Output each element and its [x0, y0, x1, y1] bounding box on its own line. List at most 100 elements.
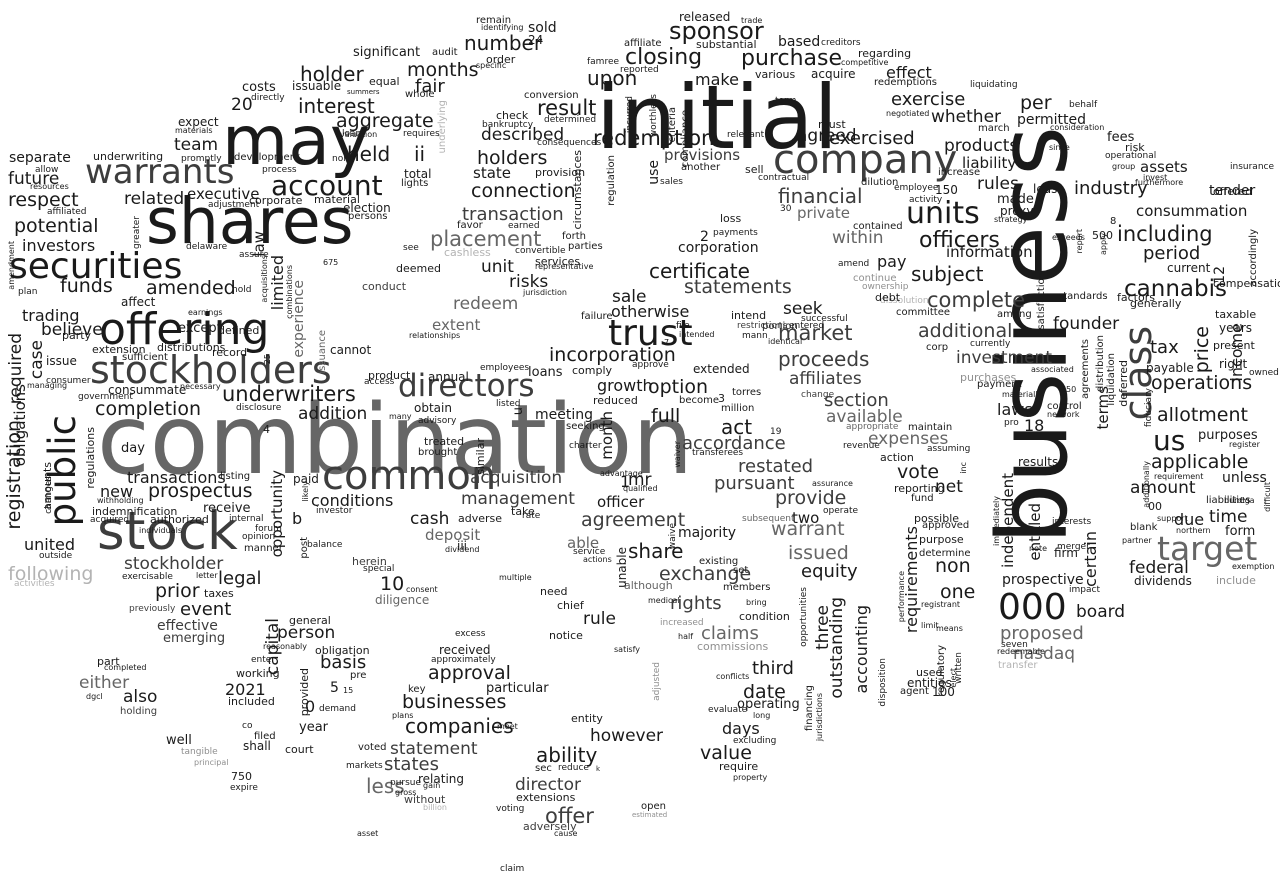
word-behalf: behalf: [1069, 100, 1098, 110]
word-businesses: businesses: [402, 691, 507, 713]
word-person: person: [277, 623, 336, 643]
word-months: months: [407, 59, 479, 81]
word-operating: operating: [737, 697, 800, 712]
word-option: option: [648, 376, 709, 398]
word-laws: laws: [997, 400, 1033, 419]
word-disposition: disposition: [878, 658, 888, 707]
word-greater: greater: [132, 216, 142, 250]
word-dgcl: dgcl: [86, 692, 103, 701]
word-consumer: consumer: [46, 376, 91, 386]
word-value: value: [700, 742, 752, 764]
word-exercised: exercised: [829, 128, 915, 149]
word-merger: merger: [1057, 542, 1090, 552]
word-currently: currently: [970, 339, 1011, 349]
word-northern: northern: [1176, 526, 1211, 535]
word-advisory: advisory: [418, 416, 457, 426]
word-many: many: [389, 412, 412, 421]
word-team: team: [174, 135, 219, 155]
word-30: 30: [780, 204, 792, 214]
word-years: years: [1219, 321, 1253, 335]
word-warrant: warrant: [771, 518, 845, 540]
word-report: report: [1075, 229, 1084, 254]
word-requirement: requirement: [1154, 472, 1204, 481]
word-emerging: emerging: [163, 631, 226, 646]
word-amend: amend: [838, 259, 870, 269]
word-adverse: adverse: [458, 512, 503, 525]
word-obtain: obtain: [414, 401, 452, 415]
word-full: full: [651, 405, 681, 427]
word-regarding: regarding: [858, 47, 912, 60]
word-requires: requires: [403, 129, 440, 139]
word-similar: similar: [474, 438, 487, 475]
word-materially: materially: [1002, 390, 1043, 399]
word-whether: whether: [931, 107, 1002, 127]
word-affect: affect: [121, 295, 156, 309]
word-non: non: [935, 555, 971, 577]
word-agreements: agreements: [1080, 339, 1091, 400]
word-necessary: necessary: [180, 382, 221, 391]
word-identical: identical: [768, 337, 803, 346]
word-delaware: delaware: [186, 242, 228, 252]
word-within: within: [832, 228, 884, 248]
word-various: various: [755, 68, 796, 81]
word-result: result: [537, 96, 597, 120]
word-750: 750: [231, 770, 252, 783]
word-founder: founder: [1053, 314, 1120, 334]
word-liability: liability: [962, 154, 1017, 172]
word-part: part: [97, 655, 120, 668]
word-present: present: [1213, 339, 1255, 352]
word-act: act: [721, 415, 753, 439]
word-billion: billion: [423, 803, 447, 812]
word-investors: investors: [22, 236, 96, 255]
word-funds: funds: [60, 275, 113, 297]
word-described: described: [481, 125, 565, 145]
word-25: 25: [263, 354, 272, 365]
word-dilution: dilution: [861, 177, 899, 188]
word-unit: unit: [481, 257, 514, 277]
word-dividend: dividend: [445, 545, 480, 554]
word-substantial: substantial: [696, 38, 757, 51]
word-listing: listing: [220, 471, 251, 482]
word-ownership: ownership: [862, 282, 909, 292]
word-co: co: [242, 721, 253, 731]
word-cash: cash: [410, 509, 450, 529]
word-underwriters: underwriters: [222, 382, 356, 406]
word-identifying: identifying: [481, 23, 524, 32]
word-except: except: [178, 321, 222, 336]
word-investor: investor: [316, 506, 353, 516]
word-believe: believe: [41, 320, 103, 340]
word-march: march: [978, 123, 1010, 134]
word-units: units: [906, 196, 980, 231]
word-circumstances: circumstances: [571, 150, 584, 230]
word-earnings: earnings: [188, 308, 223, 317]
word-charter: charter: [569, 441, 602, 451]
word-current: current: [1167, 261, 1211, 275]
word-tender: tender: [1209, 183, 1256, 199]
word-number: number: [464, 31, 543, 55]
word-impact: impact: [1069, 585, 1100, 595]
word-risks: risks: [509, 272, 549, 292]
word-opinion: opinion: [242, 532, 276, 542]
word-insurance: insurance: [1230, 162, 1275, 172]
word-reduced: reduced: [593, 394, 638, 407]
word-restrictions: restrictions: [737, 321, 788, 331]
word-meet: meet: [497, 722, 518, 731]
word-gain: gain: [423, 781, 441, 790]
word-sale: sale: [612, 287, 647, 307]
word-waive: waive: [668, 523, 678, 550]
word-industry: industry: [1074, 178, 1148, 199]
word-specific: specific: [476, 61, 507, 70]
word-commissions: commissions: [697, 640, 769, 653]
word-separate: separate: [9, 150, 71, 166]
word-tax: tax: [1150, 337, 1179, 358]
word-negotiated: negotiated: [886, 109, 930, 118]
word-material: material: [314, 193, 360, 206]
word-amended: amended: [146, 277, 236, 299]
word-performance: performance: [897, 571, 906, 623]
word-possible: possible: [914, 512, 960, 525]
word-key: key: [408, 684, 426, 695]
word-per: per: [1020, 92, 1052, 114]
word-investment: investment: [956, 348, 1052, 368]
word-materials: materials: [175, 126, 213, 135]
